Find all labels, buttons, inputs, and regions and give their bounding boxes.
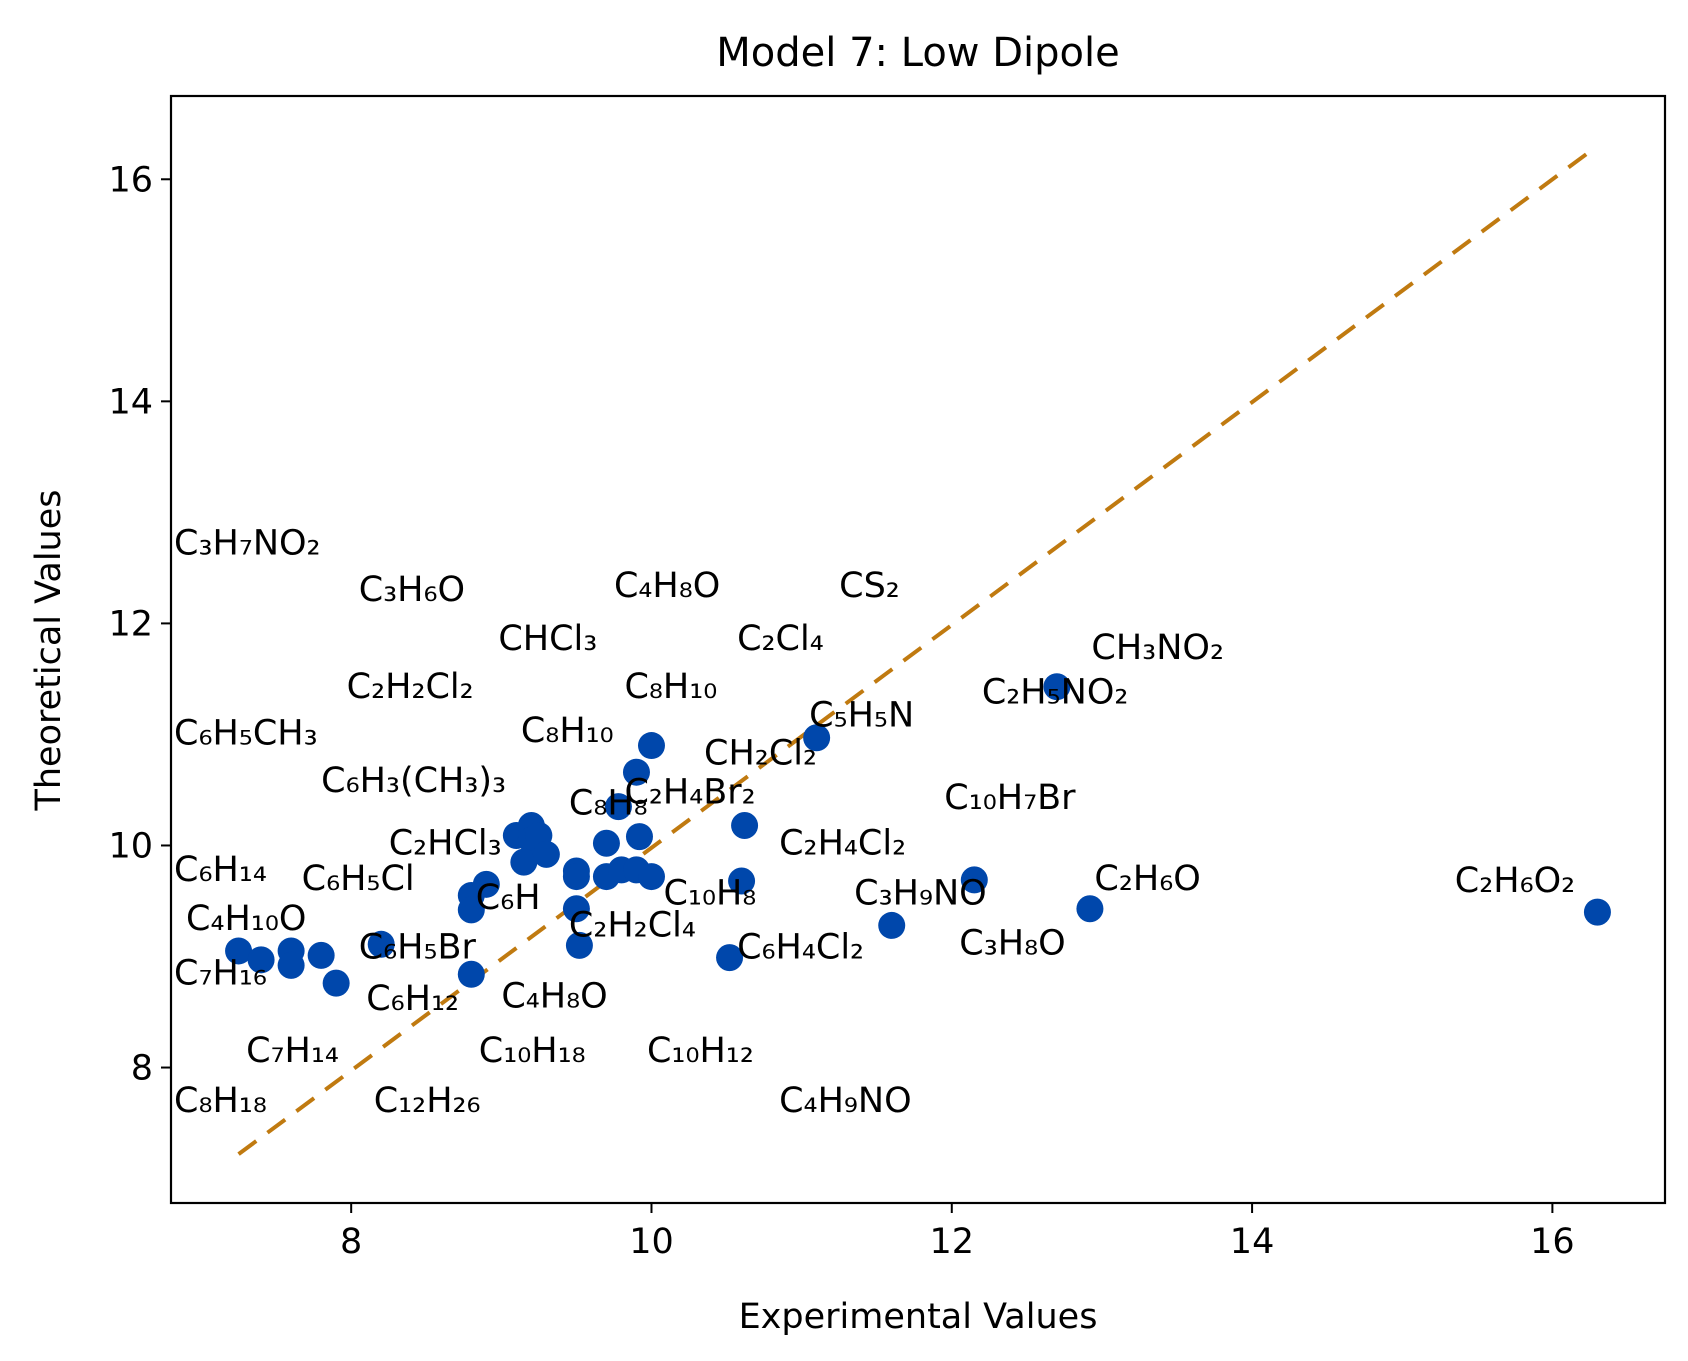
data-point	[625, 823, 653, 851]
point-label: C₆H₁₂	[366, 979, 459, 1019]
data-point	[472, 870, 500, 898]
data-point	[592, 829, 620, 857]
point-label: C₄H₈O	[501, 977, 607, 1017]
point-label: CH₃NO₂	[1091, 628, 1224, 668]
data-point	[622, 758, 650, 786]
chart-title: Model 7: Low Dipole	[716, 30, 1119, 76]
data-point	[716, 944, 744, 972]
data-point	[457, 960, 485, 988]
point-label: C₇H₁₆	[174, 953, 267, 993]
point-label: C₃H₇NO₂	[174, 524, 321, 564]
data-point	[277, 951, 305, 979]
point-label: C₁₂H₂₆	[374, 1081, 481, 1121]
point-label: C₂H₂Cl₄	[569, 906, 696, 946]
point-label: C₃H₈O	[959, 923, 1065, 963]
data-point	[562, 895, 590, 923]
x-tick-label: 10	[629, 1222, 674, 1262]
point-label: C₆H₃(CH₃)₃	[321, 761, 506, 801]
data-point	[604, 793, 632, 821]
data-point	[247, 946, 275, 974]
data-point	[731, 811, 759, 839]
data-point	[307, 941, 335, 969]
point-label: C₆H₄Cl₂	[737, 928, 864, 968]
point-label: C₂H₂Cl₂	[347, 667, 474, 707]
y-tick-label: 14	[108, 382, 153, 422]
point-label: C₈H₁₀	[624, 667, 717, 707]
point-label: C₂H₆O	[1094, 859, 1200, 899]
x-axis-label: Experimental Values	[739, 1297, 1098, 1337]
point-label: C₈H₁₈	[174, 1081, 267, 1121]
point-label: C₄H₁₀O	[186, 899, 306, 939]
point-label: C₃H₉NO	[854, 873, 987, 913]
data-point	[367, 930, 395, 958]
data-point	[728, 867, 756, 895]
x-tick-label: 16	[1530, 1222, 1575, 1262]
point-label: C₈H₈	[569, 783, 648, 823]
y-tick-label: 12	[108, 604, 153, 644]
data-point	[637, 863, 665, 891]
data-point	[878, 911, 906, 939]
point-label: C₁₀H₈	[663, 873, 756, 913]
point-label: C₂H₄Cl₂	[779, 823, 906, 863]
point-label: C₂H₅NO₂	[982, 672, 1129, 712]
point-label: C₂H₆O₂	[1455, 861, 1575, 901]
data-point	[960, 866, 988, 894]
x-tick-label: 14	[1230, 1222, 1275, 1262]
data-point	[225, 937, 253, 965]
point-label: C₂H₄Br₂	[624, 772, 755, 812]
x-tick-label: 12	[930, 1222, 975, 1262]
data-point	[1076, 895, 1104, 923]
y-tick-label: 10	[108, 826, 153, 866]
plot-area: C₃H₇NO₂ C₃H₆O C₄H₈O CS₂ CHCl₃ C₂Cl₄ CH₃NO₂ C₂H₂…	[174, 149, 1611, 1156]
y-tick-label: 8	[131, 1049, 153, 1089]
data-point	[637, 732, 665, 760]
data-point	[457, 896, 485, 924]
data-point	[1043, 673, 1071, 701]
data-point	[1583, 898, 1611, 926]
point-label: CS₂	[839, 566, 900, 606]
point-label: C₄H₈O	[614, 566, 720, 606]
point-label: C₄H₉NO	[779, 1081, 912, 1121]
data-point	[532, 840, 560, 868]
point-label: CHCl₃	[498, 619, 597, 659]
point-label: C₈H₁₀	[521, 711, 614, 751]
reference-line	[237, 149, 1592, 1156]
data-point	[510, 848, 538, 876]
point-label: C₆H₅Br	[359, 928, 477, 968]
point-label: C₁₀H₇Br	[944, 778, 1076, 818]
point-label: CH₂Cl₂	[704, 733, 817, 773]
y-tick-label: 16	[108, 160, 153, 200]
point-label: C₁₀H₁₈	[479, 1031, 586, 1071]
point-label: C₅H₅N	[809, 696, 914, 736]
point-label: C₃H₆O	[359, 570, 465, 610]
plot-frame	[169, 94, 1667, 1205]
point-label: C₂HCl₃	[389, 823, 502, 863]
point-label: C₆H₅Cl	[302, 859, 415, 899]
point-label: C₁₀H₁₂	[647, 1031, 754, 1071]
x-tick-label: 8	[340, 1222, 362, 1262]
point-label: C₆H	[476, 878, 541, 918]
point-label: C₆H₅CH₃	[174, 713, 318, 753]
point-label: C₆H₁₄	[174, 850, 267, 890]
point-label: C₇H₁₄	[246, 1031, 339, 1071]
data-point	[562, 863, 590, 891]
y-axis-label: Theoretical Values	[29, 490, 69, 812]
data-point	[322, 969, 350, 997]
point-label: C₂Cl₄	[737, 619, 824, 659]
data-point	[803, 724, 831, 752]
data-point	[565, 931, 593, 959]
